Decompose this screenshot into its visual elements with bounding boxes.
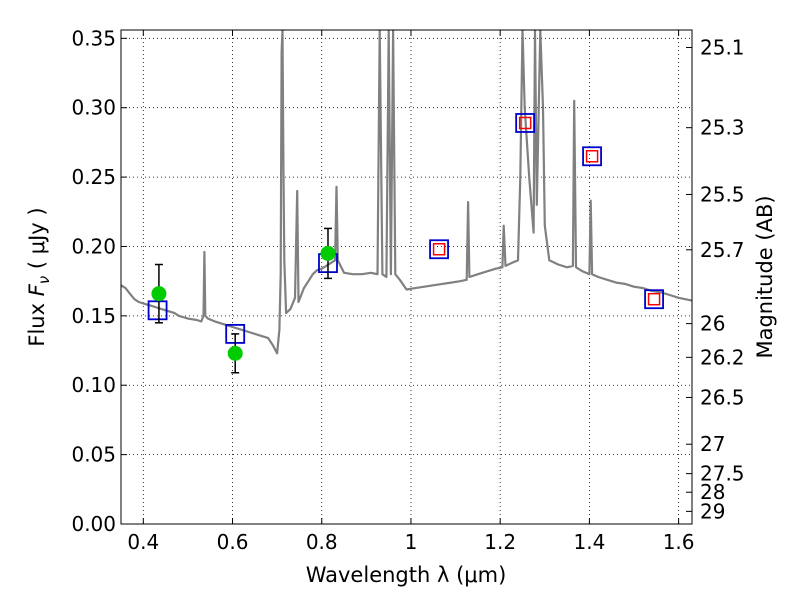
magnitude-tick-label: 26 [700,312,725,336]
model-flux-marker [582,146,602,167]
plot-frame [120,29,693,525]
magnitude-tick-label: 25.5 [700,182,745,206]
nir-photometry-marker [432,242,446,256]
model-flux-marker [147,300,168,321]
observed-flux-point [227,345,243,361]
model-flux-marker [515,113,536,133]
axis-layer: 0.4 0.6 0.8 1 1.2 1.4 1.6 0.00 0.05 0.10 0.15 0.20 0… [71,26,744,554]
x-tick-label: 0.8 [306,530,338,554]
x-tick-label: 1.6 [663,530,695,554]
magnitude-tick-label: 25.1 [700,35,745,59]
nir-photometry-marker [518,116,532,130]
y-tick-label: 0.15 [71,304,116,328]
nir-photometry-marker [647,292,661,306]
y-tick-label: 0.35 [71,26,116,50]
magnitude-tick-label: 25.3 [700,116,745,140]
spectrum-layer [121,30,692,355]
y-axis-title: Flux Fν ( μJy ) [25,207,53,346]
x-axis-title: Wavelength λ (μm) [306,563,507,587]
y-tick-label: 0.05 [71,443,116,467]
x-tick-label: 1.4 [573,530,605,554]
nir-photometry-marker [585,150,599,163]
magnitude-tick-label: 26.2 [700,345,745,369]
observed-flux-point [151,286,167,302]
model-flux-marker [429,239,449,260]
model-flux-marker [644,289,664,310]
spectrum-line [121,30,692,355]
marker-layer [147,113,664,374]
x-tick-label: 1.2 [484,530,516,554]
magnitude-tick-label: 26.5 [700,385,745,409]
magnitude-tick-label: 25.7 [700,238,745,262]
magnitude-tick-label: 29 [700,499,725,523]
magnitude-tick-label: 27 [700,432,725,456]
y-tick-label: 0.30 [71,96,116,120]
magnitude-tick-label: 27.5 [700,462,745,486]
y-tick-label: 0.20 [71,234,116,258]
y-tick-label: 0.00 [71,512,116,536]
magnitude-tick-label: 28 [700,480,725,504]
y-tick-label: 0.10 [71,373,116,397]
right-axis-title: Magnitude (AB) [753,195,777,358]
y-tick-label: 0.25 [71,165,116,189]
x-tick-label: 0.4 [127,530,159,554]
observed-flux-point [320,245,336,261]
x-tick-label: 1 [405,530,418,554]
x-tick-label: 0.6 [217,530,249,554]
